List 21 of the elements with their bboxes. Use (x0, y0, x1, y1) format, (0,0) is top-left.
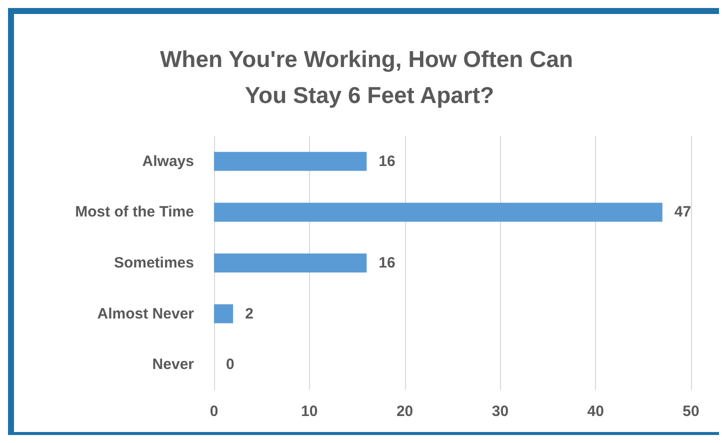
y-tick-label: Almost Never (97, 305, 194, 322)
x-tick-label: 50 (682, 403, 700, 420)
y-tick-label: Sometimes (114, 254, 194, 272)
data-label: 47 (674, 204, 692, 221)
x-tick-label: 0 (210, 403, 218, 420)
data-label: 2 (245, 305, 254, 322)
bar (214, 152, 367, 171)
bar (214, 202, 662, 222)
data-label: 0 (226, 356, 234, 374)
bar (214, 304, 234, 324)
y-tick-label: Never (152, 356, 194, 374)
chart-title: When You're Working, How Often Can You Stay 6 Feet Apart? (160, 46, 574, 108)
x-tick-label: 10 (301, 403, 318, 420)
y-tick-label: Always (142, 152, 194, 170)
y-tick-label: Most of the Time (75, 204, 194, 221)
data-label: 16 (378, 152, 396, 170)
x-tick-label: 40 (587, 403, 604, 420)
data-label: 16 (378, 254, 396, 272)
bar (214, 254, 367, 272)
x-tick-label: 30 (492, 403, 509, 420)
x-tick-label: 20 (396, 403, 414, 420)
